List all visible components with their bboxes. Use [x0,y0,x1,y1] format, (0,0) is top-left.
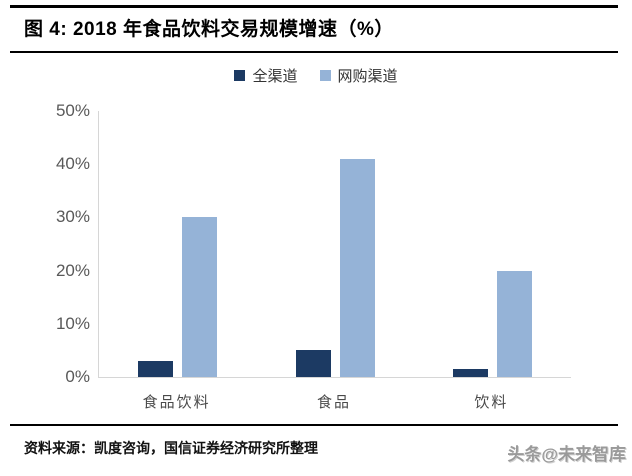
y-axis-tick-label: 10% [55,313,90,333]
figure-title: 图 4: 2018 年食品饮料交易规模增速（%） [24,19,394,40]
chart-legend: 全渠道 网购渠道 [0,65,632,86]
legend-swatch-icon [234,70,246,81]
y-axis-tick-label: 30% [55,207,90,227]
bar-网购渠道-饮料 [496,270,532,377]
x-axis-category-label: 食品饮料 [142,394,211,411]
y-axis-tick-label: 50% [55,101,90,120]
legend-swatch-icon [319,70,331,81]
y-axis-tick-label: 0% [65,367,90,386]
legend-label-online-channel: 网购渠道 [337,68,398,85]
bar-全渠道-食品饮料 [138,361,174,377]
source-note: 资料来源：凯度咨询，国信证券经济研究所整理 [24,440,318,456]
legend-item-online-channel: 网购渠道 [319,65,398,86]
bar-全渠道-食品 [295,350,331,377]
top-rule [10,5,618,8]
x-axis-category-label: 食品 [316,394,351,411]
x-axis-category-label: 饮料 [474,394,509,411]
watermark: 头条@未来智库 [507,445,626,464]
title-divider [10,51,618,53]
footer-divider [10,424,618,426]
legend-label-all-channel: 全渠道 [252,68,298,85]
bar-chart-plot-area [98,111,571,378]
bar-网购渠道-食品 [339,158,375,377]
bar-网购渠道-食品饮料 [182,217,218,377]
y-axis-tick-label: 20% [55,260,90,280]
legend-item-all-channel: 全渠道 [234,65,298,86]
bar-全渠道-饮料 [452,369,488,377]
y-axis-tick-label: 40% [55,154,90,174]
